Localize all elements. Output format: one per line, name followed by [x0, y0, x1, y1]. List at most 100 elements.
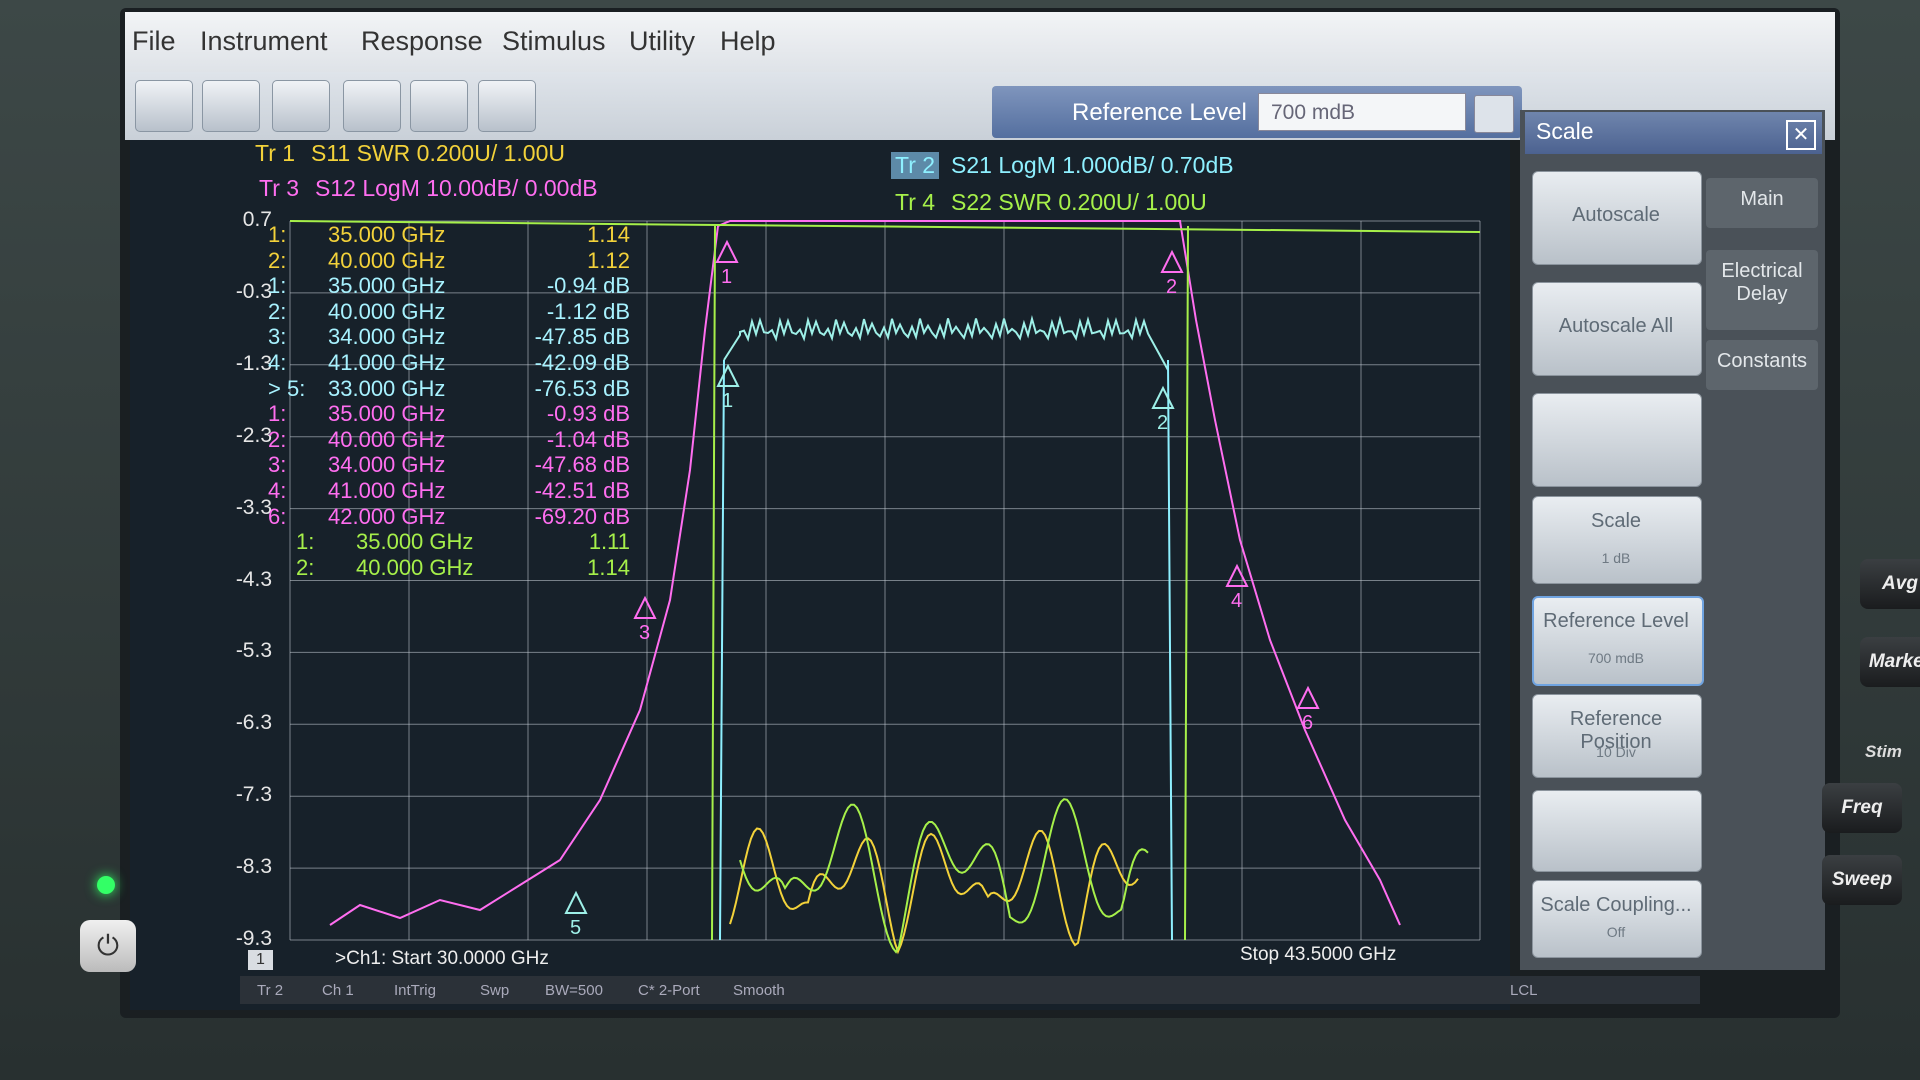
marker-frequency: 41.000 GHz	[328, 350, 446, 375]
hardware-key[interactable]: Sweep	[1822, 855, 1902, 905]
plot-marker-label: 1	[721, 266, 733, 288]
toolbar-button[interactable]	[410, 80, 468, 132]
toolbar-button[interactable]	[202, 80, 260, 132]
toolbar-button[interactable]	[272, 80, 330, 132]
s21-trace	[723, 314, 1169, 371]
button-label: Autoscale	[1572, 204, 1660, 226]
button-value: Off	[1606, 924, 1626, 940]
marker-frequency: 35.000 GHz	[328, 401, 446, 427]
marker-triangle	[564, 890, 588, 914]
y-axis-label: -6.3	[235, 711, 272, 735]
marker-triangle	[1151, 385, 1175, 409]
status-item: Smooth	[733, 982, 785, 999]
plot-marker-label: 3	[639, 622, 651, 644]
panel-button[interactable]	[1532, 282, 1702, 376]
hardware-key[interactable]: Avg	[1860, 559, 1920, 609]
plot-marker-label: 2	[1157, 412, 1169, 434]
marker-triangle	[1225, 563, 1249, 587]
y-axis-label: -1.3	[235, 351, 272, 375]
menu-item[interactable]: File	[132, 26, 176, 56]
panel-close[interactable]: ✕	[1786, 120, 1816, 150]
panel-button[interactable]	[1532, 393, 1702, 487]
panel-tab[interactable]: Constants	[1706, 340, 1818, 390]
button-value: 700 mdB	[1587, 650, 1645, 666]
toolbar-button[interactable]	[478, 80, 536, 132]
status-item: LCL	[1510, 982, 1538, 999]
status-item: Swp	[480, 982, 510, 999]
status-item: Tr 2	[257, 982, 284, 999]
start-frequency: >Ch1: Start 30.0000 GHz	[335, 948, 549, 969]
plot-marker-label: 6	[1302, 712, 1314, 734]
marker-value: -47.85 dB	[534, 324, 630, 350]
y-axis-label: -2.3	[235, 423, 272, 447]
marker-id: 2:	[296, 554, 315, 580]
keypad-button[interactable]	[1474, 95, 1514, 133]
panel-button[interactable]	[1532, 880, 1702, 958]
hardware-key[interactable]: Marker	[1860, 637, 1920, 687]
toolbar-button[interactable]	[135, 80, 193, 132]
menu-item[interactable]: Response	[361, 26, 483, 56]
passband-edge	[719, 359, 1173, 941]
trace-id[interactable]: Tr 2	[891, 152, 940, 179]
marker-id: 4:	[268, 350, 287, 375]
y-axis-label: -8.3	[235, 855, 272, 879]
marker-id: 1:	[268, 401, 287, 427]
menu-item[interactable]: Stimulus	[502, 26, 606, 56]
button-label: Scale Coupling...	[1540, 894, 1692, 916]
y-axis-label: -4.3	[235, 567, 272, 591]
menu-item[interactable]: Instrument	[200, 26, 328, 56]
marker-value: -76.53 dB	[534, 375, 630, 401]
entry-label: Reference Level	[1072, 99, 1247, 126]
y-axis-label: -9.3	[235, 927, 272, 950]
panel-button[interactable]	[1532, 496, 1702, 584]
trace-description: S12 LogM 10.00dB/ 0.00dB	[315, 175, 598, 201]
button-label: Scale	[1590, 510, 1642, 532]
power-button[interactable]: ⏻	[80, 920, 136, 972]
marker-frequency: 34.000 GHz	[328, 324, 446, 350]
marker-frequency: 34.000 GHz	[328, 452, 446, 478]
marker-frequency: 40.000 GHz	[356, 554, 474, 580]
menu-item[interactable]: Utility	[629, 26, 695, 56]
marker-frequency: 35.000 GHz	[356, 529, 474, 555]
panel-tab[interactable]: Electrical Delay	[1706, 250, 1818, 330]
menu-item[interactable]: Help	[720, 26, 776, 56]
marker-value: -42.09 dB	[534, 350, 630, 375]
y-axis-label: 0.7	[242, 208, 272, 231]
marker-value: -1.04 dB	[546, 426, 630, 452]
button-label: Reference Level	[1543, 610, 1689, 632]
marker-triangle	[1160, 249, 1184, 273]
s12-trace	[329, 220, 1401, 926]
channel-number: 1	[248, 950, 273, 970]
panel-button[interactable]	[1532, 694, 1702, 778]
trace-description: S11 SWR 0.200U/ 1.00U	[311, 140, 565, 166]
marker-frequency: 41.000 GHz	[328, 478, 446, 503]
s11-trace	[729, 827, 1139, 955]
marker-triangle	[1296, 685, 1320, 709]
y-axis-label: -5.3	[235, 639, 272, 663]
panel-button[interactable]	[1532, 596, 1704, 686]
hardware-key[interactable]: Freq	[1822, 783, 1902, 833]
y-axis-label: -7.3	[235, 783, 272, 807]
marker-id: 4:	[268, 478, 287, 503]
marker-frequency: 42.000 GHz	[328, 503, 446, 529]
y-axis-label: -3.3	[235, 495, 272, 519]
marker-value: 1.11	[588, 529, 630, 555]
panel-button[interactable]	[1532, 790, 1702, 872]
marker-id: 2:	[268, 247, 287, 273]
panel-button[interactable]	[1532, 171, 1702, 265]
panel-title-bar	[1525, 112, 1822, 154]
plot-marker-label: 1	[722, 390, 734, 412]
trace-id[interactable]: Tr 1	[255, 140, 296, 166]
trace-id[interactable]: Tr 3	[259, 175, 300, 201]
plot-background	[130, 140, 1510, 1010]
panel-tab[interactable]: Main	[1706, 178, 1818, 228]
trace-id[interactable]: Tr 4	[895, 189, 936, 215]
plot-marker-label: 2	[1166, 276, 1178, 298]
marker-id: 1:	[268, 222, 287, 247]
status-item: C* 2-Port	[638, 982, 700, 999]
entry-field[interactable]: 700 mdB	[1258, 93, 1466, 131]
marker-frequency: 35.000 GHz	[328, 222, 446, 247]
toolbar-button[interactable]	[343, 80, 401, 132]
marker-value: -0.94 dB	[546, 273, 630, 299]
